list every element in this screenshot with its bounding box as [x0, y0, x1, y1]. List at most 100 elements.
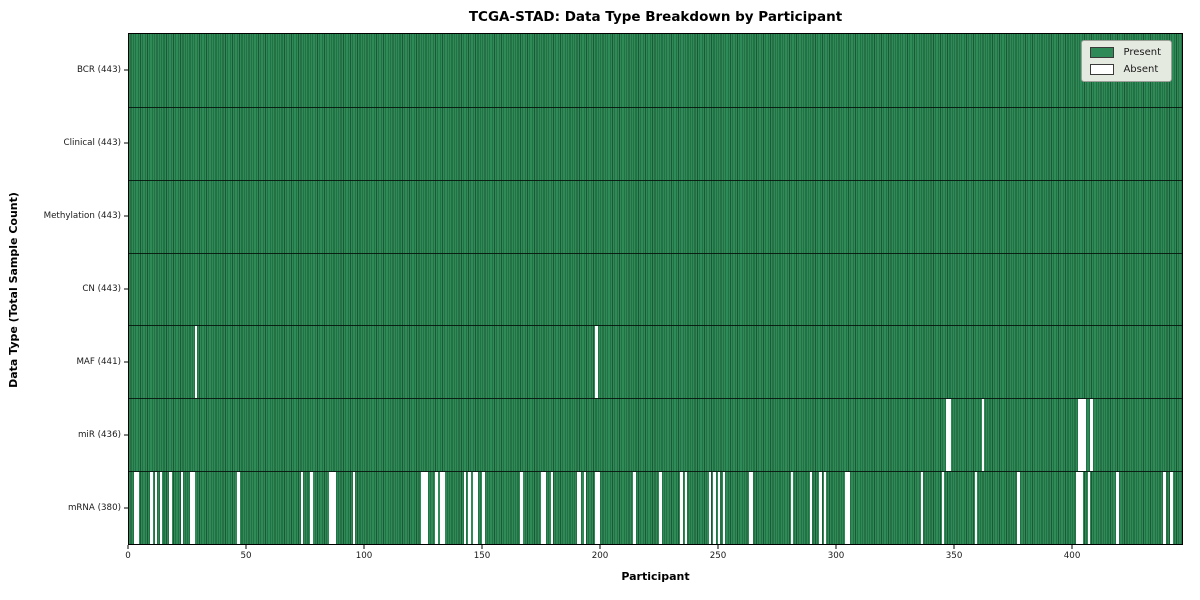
x-tick-mark [835, 545, 837, 549]
absent-stripe [472, 472, 476, 544]
absent-stripe [550, 472, 554, 544]
absent-stripe [237, 472, 240, 544]
x-tick-label: 300 [827, 551, 845, 561]
y-tick-mark [124, 507, 128, 509]
y-tick-label: mRNA (380) [67, 503, 121, 514]
absent-stripe [717, 472, 721, 544]
absent-stripe [475, 472, 478, 544]
absent-stripe [920, 472, 923, 544]
x-tick-label: 50 [240, 551, 252, 561]
x-tick-label: 0 [125, 551, 131, 561]
y-tick-label: Methylation (443) [43, 210, 121, 221]
y-tick-label: CN (443) [82, 284, 121, 294]
absent-stripe [722, 472, 726, 544]
legend-label: Present [1123, 46, 1161, 58]
x-axis-label: Participant [621, 570, 690, 583]
absent-stripe [482, 472, 485, 544]
absent-stripe [329, 472, 332, 544]
x-tick-label: 150 [473, 551, 491, 561]
legend-entry-present: Present [1090, 47, 1161, 58]
absent-stripe [790, 472, 794, 544]
x-tick-label: 200 [591, 551, 609, 561]
y-tick-labels: BCR (443) Clinical (443) Methylation (443)… [0, 33, 121, 545]
absent-stripe [713, 472, 716, 544]
absent-stripe [159, 472, 163, 544]
absent-stripe [1170, 472, 1173, 544]
chart-title: TCGA-STAD: Data Type Breakdown by Partic… [468, 9, 843, 25]
y-tick-label: BCR (443) [76, 64, 121, 75]
x-tick-label: 400 [1063, 551, 1081, 561]
legend-entry-absent: Absent [1090, 64, 1161, 75]
absent-stripe [659, 472, 662, 544]
heatmap-row-maf [129, 325, 1182, 399]
absent-stripe [133, 472, 137, 544]
y-tick-mark [124, 69, 128, 71]
absent-stripe [136, 472, 139, 544]
y-tick-mark [124, 361, 128, 363]
absent-stripe [150, 472, 153, 544]
absent-stripe [310, 472, 313, 544]
x-tick-label: 350 [945, 551, 963, 561]
y-tick-mark [124, 288, 128, 290]
absent-stripe [680, 472, 683, 544]
x-tick-mark [127, 545, 129, 549]
legend-swatch-present [1090, 47, 1115, 58]
y-tick-mark [124, 142, 128, 144]
absent-stripe [1080, 399, 1084, 472]
absent-stripe [154, 472, 158, 544]
plot-area: Present Absent [128, 33, 1183, 545]
absent-stripe [576, 472, 580, 544]
y-tick-label: MAF (441) [76, 357, 121, 368]
heatmap-row-clinical [129, 106, 1182, 180]
heatmap-row-cn [129, 252, 1182, 326]
absent-stripe [708, 472, 711, 544]
x-tick-mark [717, 545, 719, 549]
absent-stripe [425, 472, 429, 544]
absent-stripe [1116, 472, 1119, 544]
absent-stripe [750, 472, 754, 544]
absent-stripe [684, 472, 688, 544]
absent-stripe [1078, 399, 1081, 472]
absent-stripe [169, 472, 172, 544]
x-tick-mark [363, 545, 365, 549]
absent-stripe [331, 472, 335, 544]
absent-stripe [595, 326, 598, 399]
x-tick-label: 250 [709, 551, 727, 561]
heatmap-row-mir [129, 398, 1182, 472]
absent-stripe [1163, 472, 1166, 544]
legend: Present Absent [1081, 40, 1172, 82]
y-tick-label: miR (436) [77, 430, 121, 441]
absent-stripe [180, 472, 184, 544]
absent-stripe [520, 472, 523, 544]
x-tick-mark [245, 545, 247, 549]
absent-stripe [541, 472, 544, 544]
x-tick-mark [1071, 545, 1073, 549]
x-tick-area: 0 50 100 150 200 250 300 350 400 [125, 545, 1183, 575]
absent-stripe [597, 472, 601, 544]
absent-stripe [194, 326, 198, 399]
absent-stripe [823, 472, 827, 544]
absent-stripe [809, 472, 813, 544]
absent-stripe [748, 472, 752, 544]
absent-stripe [1078, 472, 1081, 544]
absent-stripe [192, 472, 196, 544]
absent-stripe [941, 472, 945, 544]
absent-stripe [352, 472, 356, 544]
x-tick-mark [599, 545, 601, 549]
absent-stripe [468, 472, 471, 544]
x-tick-label: 100 [355, 551, 373, 561]
x-tick-mark [481, 545, 483, 549]
absent-stripe [974, 472, 978, 544]
absent-stripe [595, 472, 598, 544]
absent-stripe [948, 399, 952, 472]
absent-stripe [442, 472, 445, 544]
absent-stripe [1087, 472, 1091, 544]
absent-stripe [578, 472, 582, 544]
y-tick-mark [124, 434, 128, 436]
absent-stripe [845, 472, 848, 544]
absent-stripe [300, 472, 304, 544]
absent-stripe [946, 399, 949, 472]
y-tick-marks [124, 33, 128, 545]
absent-stripe [421, 472, 424, 544]
